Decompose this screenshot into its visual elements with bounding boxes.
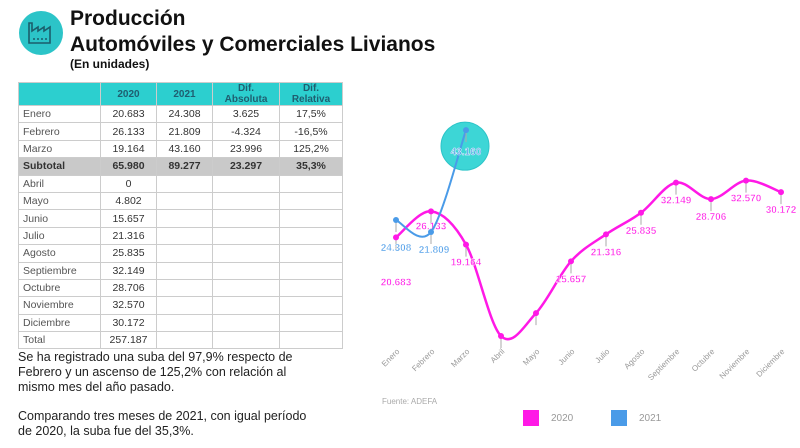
data-point (673, 179, 679, 186)
note-2: Comparando tres meses de 2021, con igual… (18, 409, 307, 438)
table-cell: 21.809 (156, 122, 213, 141)
x-tick-label: Abril (489, 347, 507, 365)
note-1: Se ha registrado una suba del 97,9% resp… (18, 350, 293, 394)
legend-swatch (523, 410, 539, 426)
x-tick-label: Mayo (521, 347, 542, 368)
table-cell: 32.149 (100, 261, 157, 280)
data-label: 43.160 (451, 147, 482, 158)
data-point (533, 310, 539, 317)
data-label: 19.164 (451, 258, 482, 269)
table-cell: -16,5% (279, 122, 343, 141)
table-cell: -4.324 (212, 122, 280, 141)
legend-label: 2021 (639, 412, 662, 424)
page-subtitle: (En unidades) (70, 57, 150, 71)
data-point (463, 241, 469, 248)
table-row: Septiembre 32.149 (18, 261, 343, 280)
table-row: Julio 21.316 (18, 226, 343, 246)
data-label: 20.683 (381, 277, 412, 288)
column-header: 2020 (100, 82, 157, 106)
data-point (498, 333, 504, 339)
column-header: 2021 (156, 82, 213, 106)
x-tick-label: Febrero (410, 347, 437, 374)
table-row: Abril 0 (18, 174, 343, 193)
table-cell: 23.996 (212, 139, 280, 159)
data-point (603, 231, 609, 238)
x-tick-label: Enero (380, 347, 402, 369)
x-tick-label: Diciembre (755, 347, 787, 379)
data-point (638, 209, 644, 216)
data-label: 26.133 (416, 221, 447, 232)
column-header: Dif. Relativa (279, 82, 343, 106)
x-tick-label: Junio (557, 347, 577, 367)
table-cell: 35,3% (279, 157, 343, 176)
x-tick-label: Julio (593, 347, 611, 365)
page-title: Producción Automóviles y Comerciales Livi… (70, 7, 436, 56)
column-header: Dif. Absoluta (212, 82, 280, 106)
table-cell: 32.570 (100, 296, 157, 315)
table-row: Enero 20.683 24.308 3.625 17,5% (18, 104, 343, 124)
x-tick-label: Noviembre (718, 347, 752, 381)
data-label: 15.657 (556, 274, 587, 285)
data-label: 30.172 (766, 205, 797, 216)
table-row: Marzo 19.164 43.160 23.996 125,2% (18, 139, 343, 159)
factory-icon (19, 11, 63, 55)
data-label: 28.706 (696, 212, 727, 223)
table-row: Noviembre 32.570 (18, 296, 343, 315)
data-point (743, 177, 749, 184)
chart-source: Fuente: ADEFA (382, 397, 438, 406)
data-label: 21.316 (591, 247, 622, 258)
legend-2021: 2021 (611, 410, 661, 426)
highlight-circle (440, 121, 490, 171)
table-cell: 28.706 (100, 278, 157, 298)
table-cell: 21.316 (100, 226, 157, 246)
table-cell: 4.802 (100, 191, 157, 211)
table-row: Octubre 28.706 (18, 278, 343, 298)
data-point (393, 217, 399, 224)
table-cell: 65.980 (100, 157, 157, 176)
data-point (428, 208, 434, 215)
legend-2020: 2020 (523, 410, 573, 426)
data-label: 21.809 (419, 245, 450, 256)
data-point (393, 234, 399, 241)
table-row: Febrero 26.133 21.809 -4.324 -16,5% (18, 122, 343, 141)
data-point (463, 127, 469, 134)
table-row: Diciembre 30.172 (18, 313, 343, 333)
table-row: Total 257.187 (18, 331, 343, 350)
series-line-2021 (395, 129, 467, 238)
data-point (428, 228, 434, 235)
table-cell: 89.277 (156, 157, 213, 176)
table-cell: Noviembre (18, 296, 101, 315)
table-cell: 19.164 (100, 139, 157, 159)
x-tick-label: Octubre (690, 347, 717, 374)
table-cell: 24.308 (156, 104, 213, 124)
data-point (778, 189, 784, 196)
data-label: 25.835 (626, 226, 657, 237)
x-tick-label: Agosto (622, 347, 646, 371)
table-row: Subtotal 65.980 89.277 23.297 35,3% (18, 157, 343, 176)
data-point (568, 258, 574, 265)
table-cell: Subtotal (18, 157, 101, 176)
x-tick-label: Septiembre (646, 347, 682, 383)
table-cell: 15.657 (100, 209, 157, 228)
legend-label: 2020 (551, 412, 574, 424)
data-point (708, 196, 714, 203)
table-cell: 3.625 (212, 104, 280, 124)
table-row: Junio 15.657 (18, 209, 343, 228)
legend-swatch (611, 410, 627, 426)
data-label: 32.149 (661, 196, 692, 207)
x-tick-label: Marzo (449, 347, 471, 369)
production-table: 2020 2021 Dif. Absoluta Dif. Relativa Enero 2… (18, 82, 343, 350)
table-cell: Total (18, 331, 101, 350)
table-cell: Febrero (18, 122, 101, 141)
table-row: Mayo 4.802 (18, 191, 343, 211)
table-cell (279, 331, 343, 350)
data-label: 32.570 (731, 194, 762, 205)
data-label: 24.308 (381, 243, 412, 254)
